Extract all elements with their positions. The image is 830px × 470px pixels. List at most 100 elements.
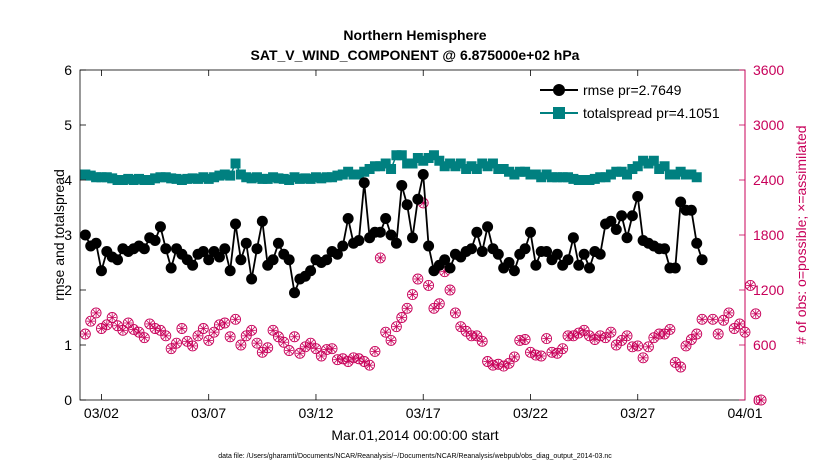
rmse-point: [374, 226, 386, 238]
obs-possible-point: [712, 328, 724, 340]
obs-assimilated-point: [708, 315, 718, 324]
rmse-point: [691, 237, 703, 249]
obs-assimilated-point: [510, 352, 519, 362]
totalspread-point: [160, 172, 171, 183]
totalspread-point: [611, 166, 622, 177]
totalspread-point: [670, 169, 681, 180]
y-tick-label: 4: [64, 172, 72, 188]
totalspread-point: [198, 172, 209, 183]
y2-tick-label: 3600: [753, 62, 784, 78]
totalspread-point: [445, 158, 456, 169]
obs-possible-point: [696, 313, 708, 325]
totalspread-point: [310, 172, 321, 183]
totalspread-point: [380, 158, 391, 169]
obs-possible-point: [294, 347, 306, 359]
totalspread-point: [616, 166, 627, 177]
obs-assimilated-point: [327, 344, 337, 353]
totalspread-point: [525, 169, 536, 180]
obs-assimilated-point: [585, 331, 594, 341]
rmse-point: [337, 240, 349, 252]
obs-assimilated-point: [91, 308, 101, 318]
totalspread-point: [632, 161, 643, 172]
obs-possible-point: [122, 317, 134, 329]
obs-assimilated-point: [118, 326, 128, 335]
totalspread-point: [294, 173, 305, 184]
obs-possible-point: [396, 312, 408, 323]
totalspread-point: [278, 173, 289, 184]
rmse-point: [213, 251, 225, 263]
totalspread-point: [482, 161, 493, 172]
obs-assimilated-point: [553, 349, 562, 358]
rmse-point: [482, 221, 494, 233]
obs-assimilated-point: [381, 327, 390, 337]
legend-box: [535, 78, 735, 124]
totalspread-point: [332, 170, 343, 181]
obs-assimilated-point: [177, 324, 187, 333]
obs-possible-point: [369, 345, 381, 357]
rmse-point: [610, 224, 622, 235]
rmse-point: [385, 229, 397, 241]
totalspread-point: [316, 173, 327, 184]
totalspread-point: [203, 173, 214, 184]
rmse-point: [675, 196, 687, 208]
obs-assimilated-point: [295, 349, 305, 358]
obs-possible-point: [315, 350, 327, 362]
totalspread-point: [659, 161, 670, 172]
obs-assimilated-point: [279, 338, 288, 347]
obs-assimilated-point: [713, 329, 723, 339]
totalspread-point: [584, 175, 595, 185]
rmse-point: [160, 243, 172, 255]
obs-assimilated-point: [719, 316, 728, 325]
obs-assimilated-point: [520, 335, 530, 344]
totalspread-point: [675, 166, 686, 177]
rmse-point: [197, 246, 209, 257]
obs-possible-point: [246, 324, 258, 336]
obs-assimilated-point: [102, 320, 112, 330]
obs-assimilated-point: [172, 338, 181, 348]
totalspread-point: [439, 161, 450, 172]
totalspread-point: [407, 158, 418, 169]
obs-assimilated-point: [231, 315, 240, 324]
rmse-point: [95, 265, 107, 277]
totalspread-point: [144, 175, 155, 185]
obs-possible-point: [723, 307, 735, 319]
rmse-point: [583, 262, 595, 274]
obs-possible-point: [224, 331, 236, 343]
obs-assimilated-point: [81, 329, 90, 339]
rmse-point: [685, 204, 697, 216]
obs-possible-point: [433, 298, 445, 310]
totalspread-point: [504, 166, 515, 177]
obs-assimilated-point: [445, 285, 455, 295]
obs-possible-point: [557, 343, 569, 355]
obs-possible-point: [680, 340, 692, 352]
totalspread-point: [257, 173, 268, 184]
obs-possible-point: [755, 394, 767, 406]
obs-possible-point: [449, 307, 461, 319]
totalspread-point: [133, 173, 144, 184]
totalspread-point: [686, 169, 697, 180]
totalspread-point: [563, 172, 574, 183]
obs-assimilated-point: [606, 327, 616, 337]
rmse-point: [342, 213, 354, 224]
rmse-point: [476, 246, 488, 257]
totalspread-point: [402, 158, 413, 169]
obs-possible-point: [621, 330, 633, 342]
totalspread-point: [691, 172, 702, 183]
obs-possible-point: [407, 289, 418, 301]
obs-assimilated-point: [370, 347, 380, 356]
rmse-point: [503, 257, 515, 268]
obs-assimilated-point: [563, 331, 573, 341]
legend-spread-label: totalspread pr=4.1051: [583, 105, 720, 121]
x-tick-label: 03/02: [84, 405, 119, 421]
obs-possible-point: [691, 328, 703, 340]
totalspread-point: [589, 173, 600, 184]
totalspread-point: [101, 172, 112, 183]
obs-possible-point: [508, 351, 520, 363]
obs-assimilated-point: [483, 357, 492, 366]
totalspread-point: [466, 161, 477, 172]
obs-possible-point: [374, 252, 386, 264]
totalspread-point: [391, 150, 402, 161]
obs-possible-point: [192, 330, 204, 342]
totalspread-point: [289, 172, 300, 183]
totalspread-point: [375, 161, 386, 172]
